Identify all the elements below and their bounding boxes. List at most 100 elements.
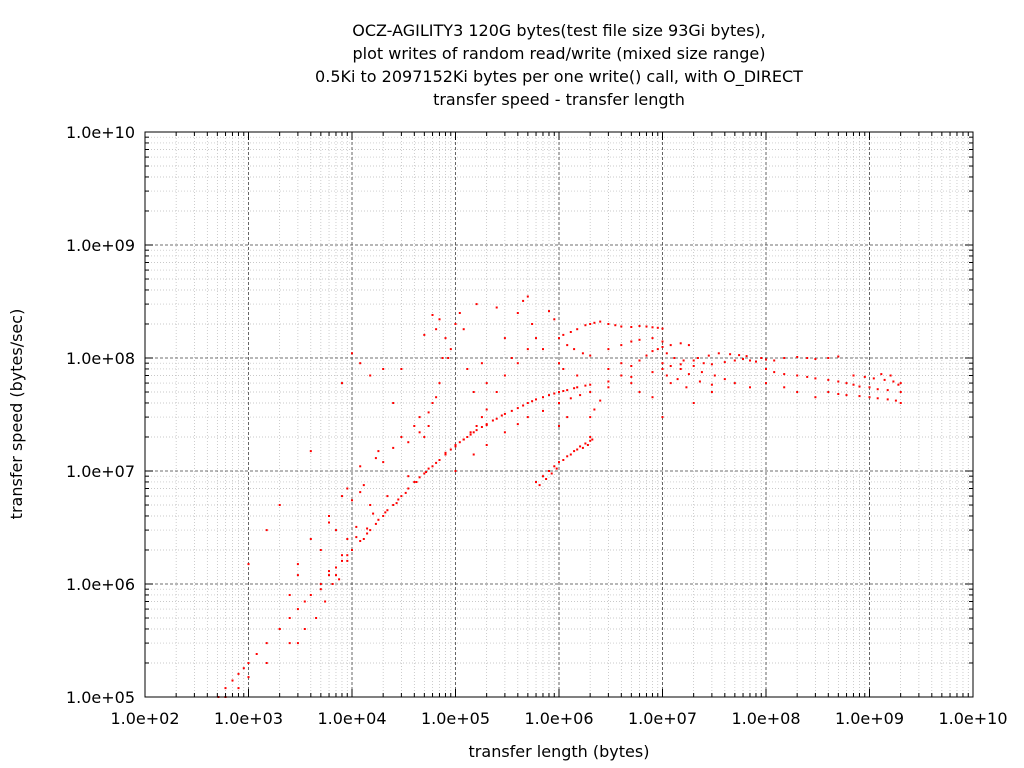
data-point (573, 387, 576, 390)
data-point (673, 357, 676, 359)
data-point (418, 416, 421, 419)
data-point (581, 446, 584, 449)
data-point (328, 521, 330, 524)
data-point (868, 386, 871, 389)
data-point (535, 337, 537, 340)
grid (144, 131, 974, 698)
data-point (651, 371, 654, 374)
data-point (303, 628, 306, 630)
data-point (359, 465, 362, 468)
data-point (407, 475, 410, 478)
data-point (397, 498, 400, 501)
data-point (852, 374, 855, 377)
data-point (510, 357, 513, 359)
data-point (669, 382, 672, 385)
data-point (366, 532, 369, 535)
data-point (579, 394, 582, 397)
data-point (538, 484, 541, 487)
data-point (645, 354, 648, 357)
data-point (837, 380, 840, 383)
x-tick-label: 1.0e+04 (317, 709, 386, 728)
data-point (589, 354, 592, 357)
data-point (475, 303, 478, 306)
data-point (480, 426, 483, 428)
x-tick-label: 1.0e+07 (628, 709, 697, 728)
data-point (265, 662, 268, 664)
data-point (475, 425, 478, 427)
data-point (638, 359, 641, 362)
data-point (351, 499, 353, 502)
x-tick-label: 1.0e+09 (835, 709, 904, 728)
data-point (495, 306, 498, 309)
data-point (328, 574, 330, 577)
data-point (687, 373, 690, 376)
chart-title-line-2: plot writes of random read/write (mixed … (353, 44, 766, 63)
data-point (558, 402, 560, 404)
data-point (899, 382, 902, 385)
data-point (892, 380, 895, 383)
data-point (441, 357, 444, 359)
data-point (661, 340, 664, 343)
data-point (620, 325, 623, 328)
data-point (247, 676, 250, 679)
data-point (558, 362, 560, 365)
data-point (729, 353, 732, 356)
data-point (427, 411, 430, 414)
data-point (309, 450, 312, 453)
data-point (845, 382, 848, 385)
data-point (522, 299, 525, 302)
data-point (796, 374, 799, 377)
data-point (827, 357, 830, 359)
data-point (423, 333, 426, 336)
data-point (876, 388, 879, 391)
data-point (454, 444, 457, 446)
data-point (315, 617, 318, 619)
data-point (796, 356, 799, 358)
data-point (584, 384, 587, 387)
data-point (444, 337, 447, 340)
data-point (377, 450, 380, 453)
data-point (796, 391, 799, 393)
data-point (558, 425, 560, 427)
data-point (814, 396, 817, 399)
data-point (392, 446, 395, 449)
data-point (765, 382, 767, 385)
data-point (335, 529, 337, 532)
data-point (773, 371, 776, 374)
data-point (369, 374, 372, 377)
data-point (692, 359, 695, 362)
data-point (569, 331, 572, 333)
data-point (883, 378, 886, 381)
data-point (863, 375, 866, 378)
data-point (692, 365, 695, 367)
data-point (630, 326, 633, 328)
data-point (599, 399, 602, 402)
data-point (783, 373, 786, 376)
data-point (584, 324, 587, 327)
data-point (773, 359, 776, 362)
data-point (503, 412, 506, 415)
data-point (593, 408, 596, 411)
data-point (224, 687, 227, 690)
data-point (407, 441, 410, 444)
data-point (783, 357, 786, 359)
data-point (591, 438, 594, 441)
data-point (454, 470, 457, 472)
data-point (427, 425, 430, 427)
data-point (545, 478, 548, 480)
data-point (480, 416, 483, 419)
data-point (858, 395, 861, 398)
data-point (589, 383, 592, 386)
data-point (435, 461, 438, 464)
data-point (237, 672, 240, 675)
data-point (593, 321, 596, 324)
data-point (656, 326, 659, 329)
data-point (713, 374, 716, 377)
data-point (472, 453, 475, 456)
data-point (558, 461, 560, 464)
data-point (584, 442, 587, 445)
data-point (548, 310, 550, 313)
data-point (296, 563, 299, 566)
y-tick-label: 1.0e+07 (66, 462, 135, 481)
data-point (444, 453, 447, 456)
